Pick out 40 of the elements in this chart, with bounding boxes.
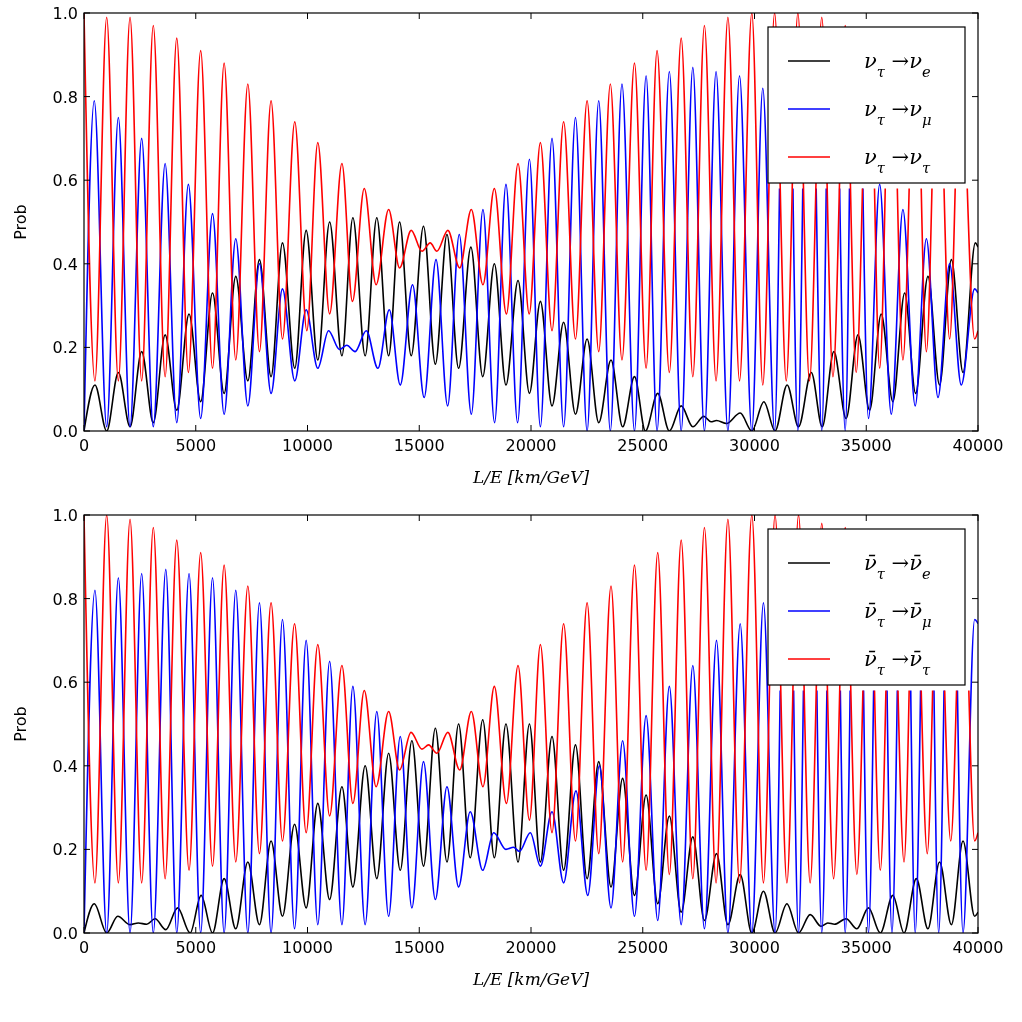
y-tick-label: 1.0 (52, 4, 78, 23)
x-axis-title: L/E [km/GeV] (471, 467, 590, 487)
y-tick-label: 0.4 (52, 756, 78, 776)
y-tick-label: 0.8 (52, 87, 78, 107)
x-tick-label: 25000 (617, 938, 669, 957)
x-tick-label: 35000 (840, 436, 892, 455)
x-tick-label: 15000 (393, 938, 445, 957)
x-tick-label: 0 (78, 436, 90, 455)
x-tick-label: 20000 (505, 938, 557, 957)
legend-label: ν̄$_{τ}$ →ν̄$_{μ}$ (864, 599, 932, 630)
y-axis-title: Prob (11, 204, 30, 240)
y-tick-label: 0.4 (52, 254, 78, 274)
x-tick-label: 40000 (952, 436, 1004, 455)
x-tick-label: 5000 (175, 436, 217, 455)
x-tick-label: 40000 (952, 938, 1004, 957)
x-tick-label: 10000 (282, 938, 333, 957)
y-tick-label: 0.2 (52, 840, 78, 860)
x-tick-label: 30000 (729, 938, 780, 957)
legend-label: ν$_{τ}$ →ν$_{τ}$ (864, 145, 931, 176)
y-tick-label: 0.0 (52, 924, 78, 943)
y-tick-label: 0.2 (52, 338, 78, 358)
legend-label: ν̄$_{τ}$ →ν̄$_{τ}$ (864, 647, 931, 678)
legend-label: ν̄$_{τ}$ →ν̄$_{e}$ (864, 551, 931, 582)
x-tick-label: 30000 (729, 436, 780, 455)
x-tick-label: 25000 (617, 436, 669, 455)
x-tick-label: 35000 (840, 938, 892, 957)
x-tick-label: 10000 (282, 436, 333, 455)
legend-label: ν$_{τ}$ →ν$_{μ}$ (864, 97, 932, 128)
y-tick-label: 0.8 (52, 589, 78, 609)
legend-label: ν$_{τ}$ →ν$_{e}$ (864, 49, 931, 80)
x-tick-label: 15000 (393, 436, 445, 455)
y-tick-label: 0.6 (52, 673, 78, 693)
x-axis-title: L/E [km/GeV] (471, 969, 590, 989)
y-tick-label: 0.6 (52, 171, 78, 191)
x-tick-label: 20000 (505, 436, 557, 455)
y-tick-label: 1.0 (52, 506, 78, 525)
x-tick-label: 5000 (175, 938, 217, 957)
y-axis-title: Prob (11, 706, 30, 742)
y-tick-label: 0.0 (52, 422, 78, 441)
x-tick-label: 0 (78, 938, 90, 957)
